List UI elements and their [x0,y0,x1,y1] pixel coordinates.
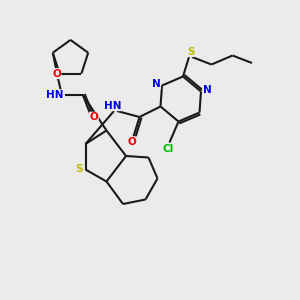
Text: HN: HN [104,100,121,111]
Text: N: N [152,79,160,89]
Text: N: N [202,85,211,95]
Text: S: S [187,46,194,57]
Text: HN: HN [46,90,64,100]
Text: Cl: Cl [162,144,174,154]
Text: O: O [128,137,136,147]
Text: S: S [75,164,82,175]
Text: O: O [52,68,61,79]
Text: O: O [89,112,98,122]
